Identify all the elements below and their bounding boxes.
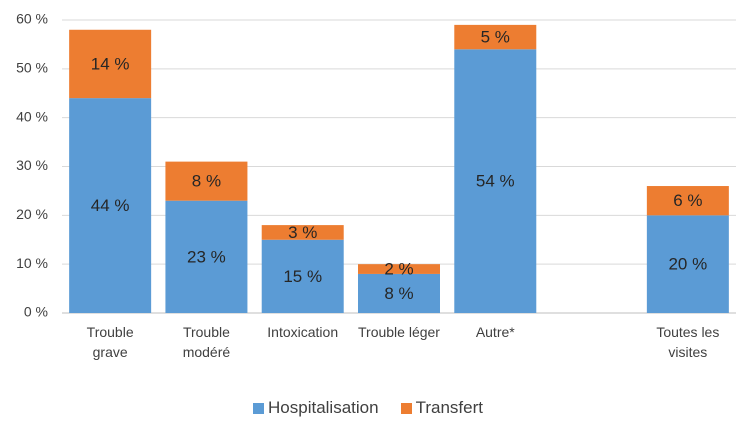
x-tick-label: Trouble modéré <box>182 324 231 360</box>
bar-segment <box>261 239 344 313</box>
x-tick-label: Intoxication <box>267 324 339 340</box>
x-tick-label: Autre* <box>475 324 515 340</box>
y-tick-label: 30 % <box>16 157 48 173</box>
legend-swatch <box>400 402 412 414</box>
bar-segment <box>69 98 152 313</box>
legend: Hospitalisation Transfert <box>0 398 736 418</box>
legend-swatch <box>253 402 265 414</box>
y-tick-label: 10 % <box>16 255 48 271</box>
bar-segment <box>165 161 248 201</box>
x-tick-label: Trouble grave <box>86 324 134 360</box>
bar-segment <box>358 264 440 274</box>
data-label: 8 % <box>192 172 221 191</box>
bar-segment <box>454 49 537 314</box>
data-label: 20 % <box>668 255 707 274</box>
y-tick-label: 20 % <box>16 206 48 222</box>
y-tick-label: 40 % <box>16 108 48 124</box>
bar-segment <box>646 215 729 313</box>
legend-item: Transfert <box>400 398 483 418</box>
data-label: 3 % <box>288 223 317 242</box>
data-label: 44 % <box>91 196 130 215</box>
bar-segment <box>69 29 152 99</box>
data-label: 23 % <box>187 247 226 266</box>
data-label: 5 % <box>481 28 510 47</box>
bar-segment <box>261 225 344 240</box>
data-label: 15 % <box>283 267 322 286</box>
data-label: 54 % <box>476 172 515 191</box>
data-label: 2 % <box>384 260 413 279</box>
legend-label: Transfert <box>415 398 483 417</box>
data-label: 14 % <box>91 54 130 73</box>
legend-label: Hospitalisation <box>268 398 379 417</box>
x-tick-label: Trouble léger <box>358 324 440 340</box>
bar-segment <box>454 24 537 50</box>
bar-segment <box>358 273 440 313</box>
y-tick-label: 50 % <box>16 60 48 76</box>
bar-segment <box>646 186 729 216</box>
legend-item: Hospitalisation <box>253 398 379 418</box>
data-label: 6 % <box>673 191 702 210</box>
x-tick-label: Toutes les visites <box>656 324 720 360</box>
bar-segment <box>165 200 248 313</box>
y-tick-label: 0 % <box>24 304 48 320</box>
plot: 0 % 10 % 20 % 30 % 40 % 50 % 60 % 44 % 14 % 23 % 8… <box>16 11 736 320</box>
data-label: 8 % <box>384 284 413 303</box>
y-tick-label: 60 % <box>16 11 48 27</box>
